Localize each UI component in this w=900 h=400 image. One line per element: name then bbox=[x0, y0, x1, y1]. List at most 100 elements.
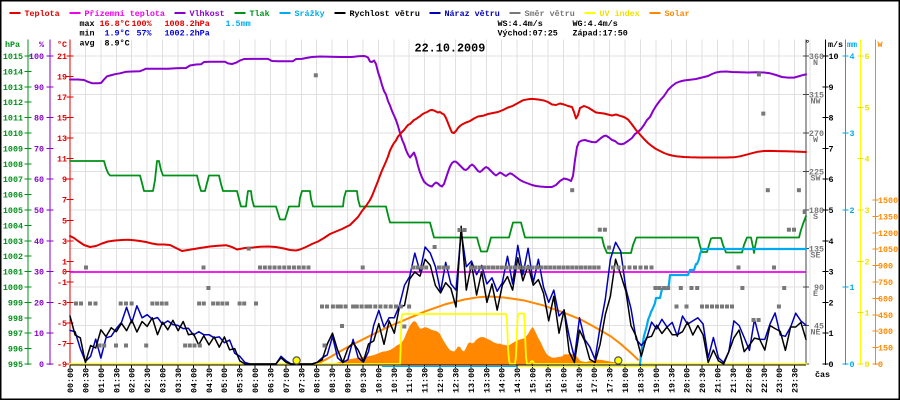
svg-text:3: 3 bbox=[62, 237, 67, 247]
svg-text:80: 80 bbox=[34, 114, 44, 124]
svg-text:8.9°C: 8.9°C bbox=[105, 39, 130, 49]
svg-text:1008: 1008 bbox=[3, 160, 23, 170]
svg-text:m/s: m/s bbox=[828, 40, 843, 50]
svg-text:9: 9 bbox=[62, 175, 67, 185]
svg-text:13:30: 13:30 bbox=[482, 368, 492, 393]
svg-text:180: 180 bbox=[809, 206, 824, 216]
svg-text:03:30: 03:30 bbox=[174, 368, 184, 393]
svg-text:21:00: 21:00 bbox=[714, 368, 724, 393]
svg-text:18:00: 18:00 bbox=[621, 368, 631, 393]
svg-text:360: 360 bbox=[809, 52, 824, 62]
svg-text:N: N bbox=[813, 58, 818, 68]
svg-text:2: 2 bbox=[850, 206, 855, 216]
svg-text:13: 13 bbox=[57, 134, 67, 144]
svg-text:315: 315 bbox=[809, 91, 824, 101]
svg-text:57%: 57% bbox=[137, 29, 153, 39]
svg-text:Východ:07:25: Východ:07:25 bbox=[498, 29, 558, 39]
svg-text:1008.2hPa: 1008.2hPa bbox=[165, 19, 210, 29]
svg-text:0: 0 bbox=[829, 360, 834, 370]
svg-text:3: 3 bbox=[829, 268, 834, 278]
svg-text:WS:4.4m/s: WS:4.4m/s bbox=[498, 19, 543, 29]
svg-text:Tlak: Tlak bbox=[250, 9, 270, 19]
svg-text:0: 0 bbox=[39, 360, 44, 370]
svg-text:1006: 1006 bbox=[3, 191, 23, 201]
svg-text:20: 20 bbox=[34, 298, 44, 308]
svg-text:8: 8 bbox=[829, 114, 834, 124]
svg-text:11: 11 bbox=[57, 155, 67, 165]
svg-text:15:30: 15:30 bbox=[544, 368, 554, 393]
svg-text:995: 995 bbox=[8, 360, 23, 370]
svg-text:5: 5 bbox=[865, 103, 870, 113]
svg-text:-7: -7 bbox=[57, 339, 67, 349]
svg-text:4: 4 bbox=[850, 52, 855, 62]
svg-text:17: 17 bbox=[57, 93, 67, 103]
svg-text:20:00: 20:00 bbox=[683, 368, 693, 393]
svg-text:1010: 1010 bbox=[3, 129, 23, 139]
svg-text:22:30: 22:30 bbox=[760, 368, 770, 393]
svg-text:-3: -3 bbox=[57, 298, 67, 308]
svg-text:19:00: 19:00 bbox=[652, 368, 662, 393]
svg-text:00:00: 00:00 bbox=[66, 368, 76, 393]
svg-text:00:30: 00:30 bbox=[81, 368, 91, 393]
svg-text:07:30: 07:30 bbox=[297, 368, 307, 393]
svg-text:04:30: 04:30 bbox=[205, 368, 215, 393]
svg-text:18:30: 18:30 bbox=[636, 368, 646, 393]
svg-text:16.8°C: 16.8°C bbox=[100, 19, 130, 29]
svg-text:450: 450 bbox=[878, 311, 893, 321]
svg-text:09:00: 09:00 bbox=[344, 368, 354, 393]
svg-text:6: 6 bbox=[829, 175, 834, 185]
svg-text:2: 2 bbox=[829, 298, 834, 308]
svg-text:900: 900 bbox=[878, 262, 893, 272]
svg-text:600: 600 bbox=[878, 294, 893, 304]
svg-text:7: 7 bbox=[62, 196, 67, 206]
svg-text:avg: avg bbox=[80, 39, 95, 49]
svg-text:10:00: 10:00 bbox=[374, 368, 384, 393]
svg-text:19:30: 19:30 bbox=[667, 368, 677, 393]
svg-text:09:30: 09:30 bbox=[359, 368, 369, 393]
svg-text:°C: °C bbox=[57, 40, 67, 50]
svg-text:15: 15 bbox=[57, 114, 67, 124]
svg-text:07:00: 07:00 bbox=[282, 368, 292, 393]
svg-text:1500: 1500 bbox=[878, 196, 898, 206]
svg-text:Přízemní teplota: Přízemní teplota bbox=[85, 9, 165, 19]
svg-text:16:00: 16:00 bbox=[559, 368, 569, 393]
svg-text:Náraz větru: Náraz větru bbox=[445, 9, 500, 19]
svg-text:NE: NE bbox=[810, 328, 820, 338]
svg-text:Směr větru: Směr větru bbox=[525, 9, 575, 19]
svg-text:04:00: 04:00 bbox=[189, 368, 199, 393]
svg-text:1007: 1007 bbox=[3, 175, 23, 185]
svg-text:90: 90 bbox=[34, 83, 44, 93]
svg-text:999: 999 bbox=[8, 298, 23, 308]
svg-text:1012: 1012 bbox=[3, 98, 23, 108]
svg-text:23:00: 23:00 bbox=[775, 368, 785, 393]
svg-text:14:30: 14:30 bbox=[513, 368, 523, 393]
svg-text:max: max bbox=[80, 19, 95, 29]
svg-text:3: 3 bbox=[865, 206, 870, 216]
svg-text:1004: 1004 bbox=[3, 221, 23, 231]
svg-text:1: 1 bbox=[850, 283, 855, 293]
svg-text:%: % bbox=[39, 40, 45, 50]
svg-text:21:30: 21:30 bbox=[729, 368, 739, 393]
svg-text:60: 60 bbox=[34, 175, 44, 185]
svg-text:21: 21 bbox=[57, 52, 67, 62]
svg-text:998: 998 bbox=[8, 314, 23, 324]
svg-text:03:00: 03:00 bbox=[159, 368, 169, 393]
svg-text:997: 997 bbox=[8, 329, 23, 339]
svg-text:12:30: 12:30 bbox=[451, 368, 461, 393]
svg-text:12:00: 12:00 bbox=[436, 368, 446, 393]
svg-text:WG:4.4m/s: WG:4.4m/s bbox=[573, 19, 618, 29]
svg-text:1013: 1013 bbox=[3, 83, 23, 93]
svg-text:0: 0 bbox=[62, 268, 67, 278]
svg-text:23:30: 23:30 bbox=[791, 368, 801, 393]
svg-text:2: 2 bbox=[865, 257, 870, 267]
svg-text:0: 0 bbox=[878, 360, 883, 370]
svg-text:750: 750 bbox=[878, 278, 893, 288]
svg-text:3: 3 bbox=[850, 129, 855, 139]
svg-text:06:00: 06:00 bbox=[251, 368, 261, 393]
svg-text:14:00: 14:00 bbox=[498, 368, 508, 393]
svg-text:1009: 1009 bbox=[3, 144, 23, 154]
svg-text:W: W bbox=[813, 135, 819, 145]
svg-text:1: 1 bbox=[62, 257, 67, 267]
svg-text:UV index: UV index bbox=[600, 9, 640, 19]
svg-text:Západ:17:50: Západ:17:50 bbox=[573, 29, 628, 39]
